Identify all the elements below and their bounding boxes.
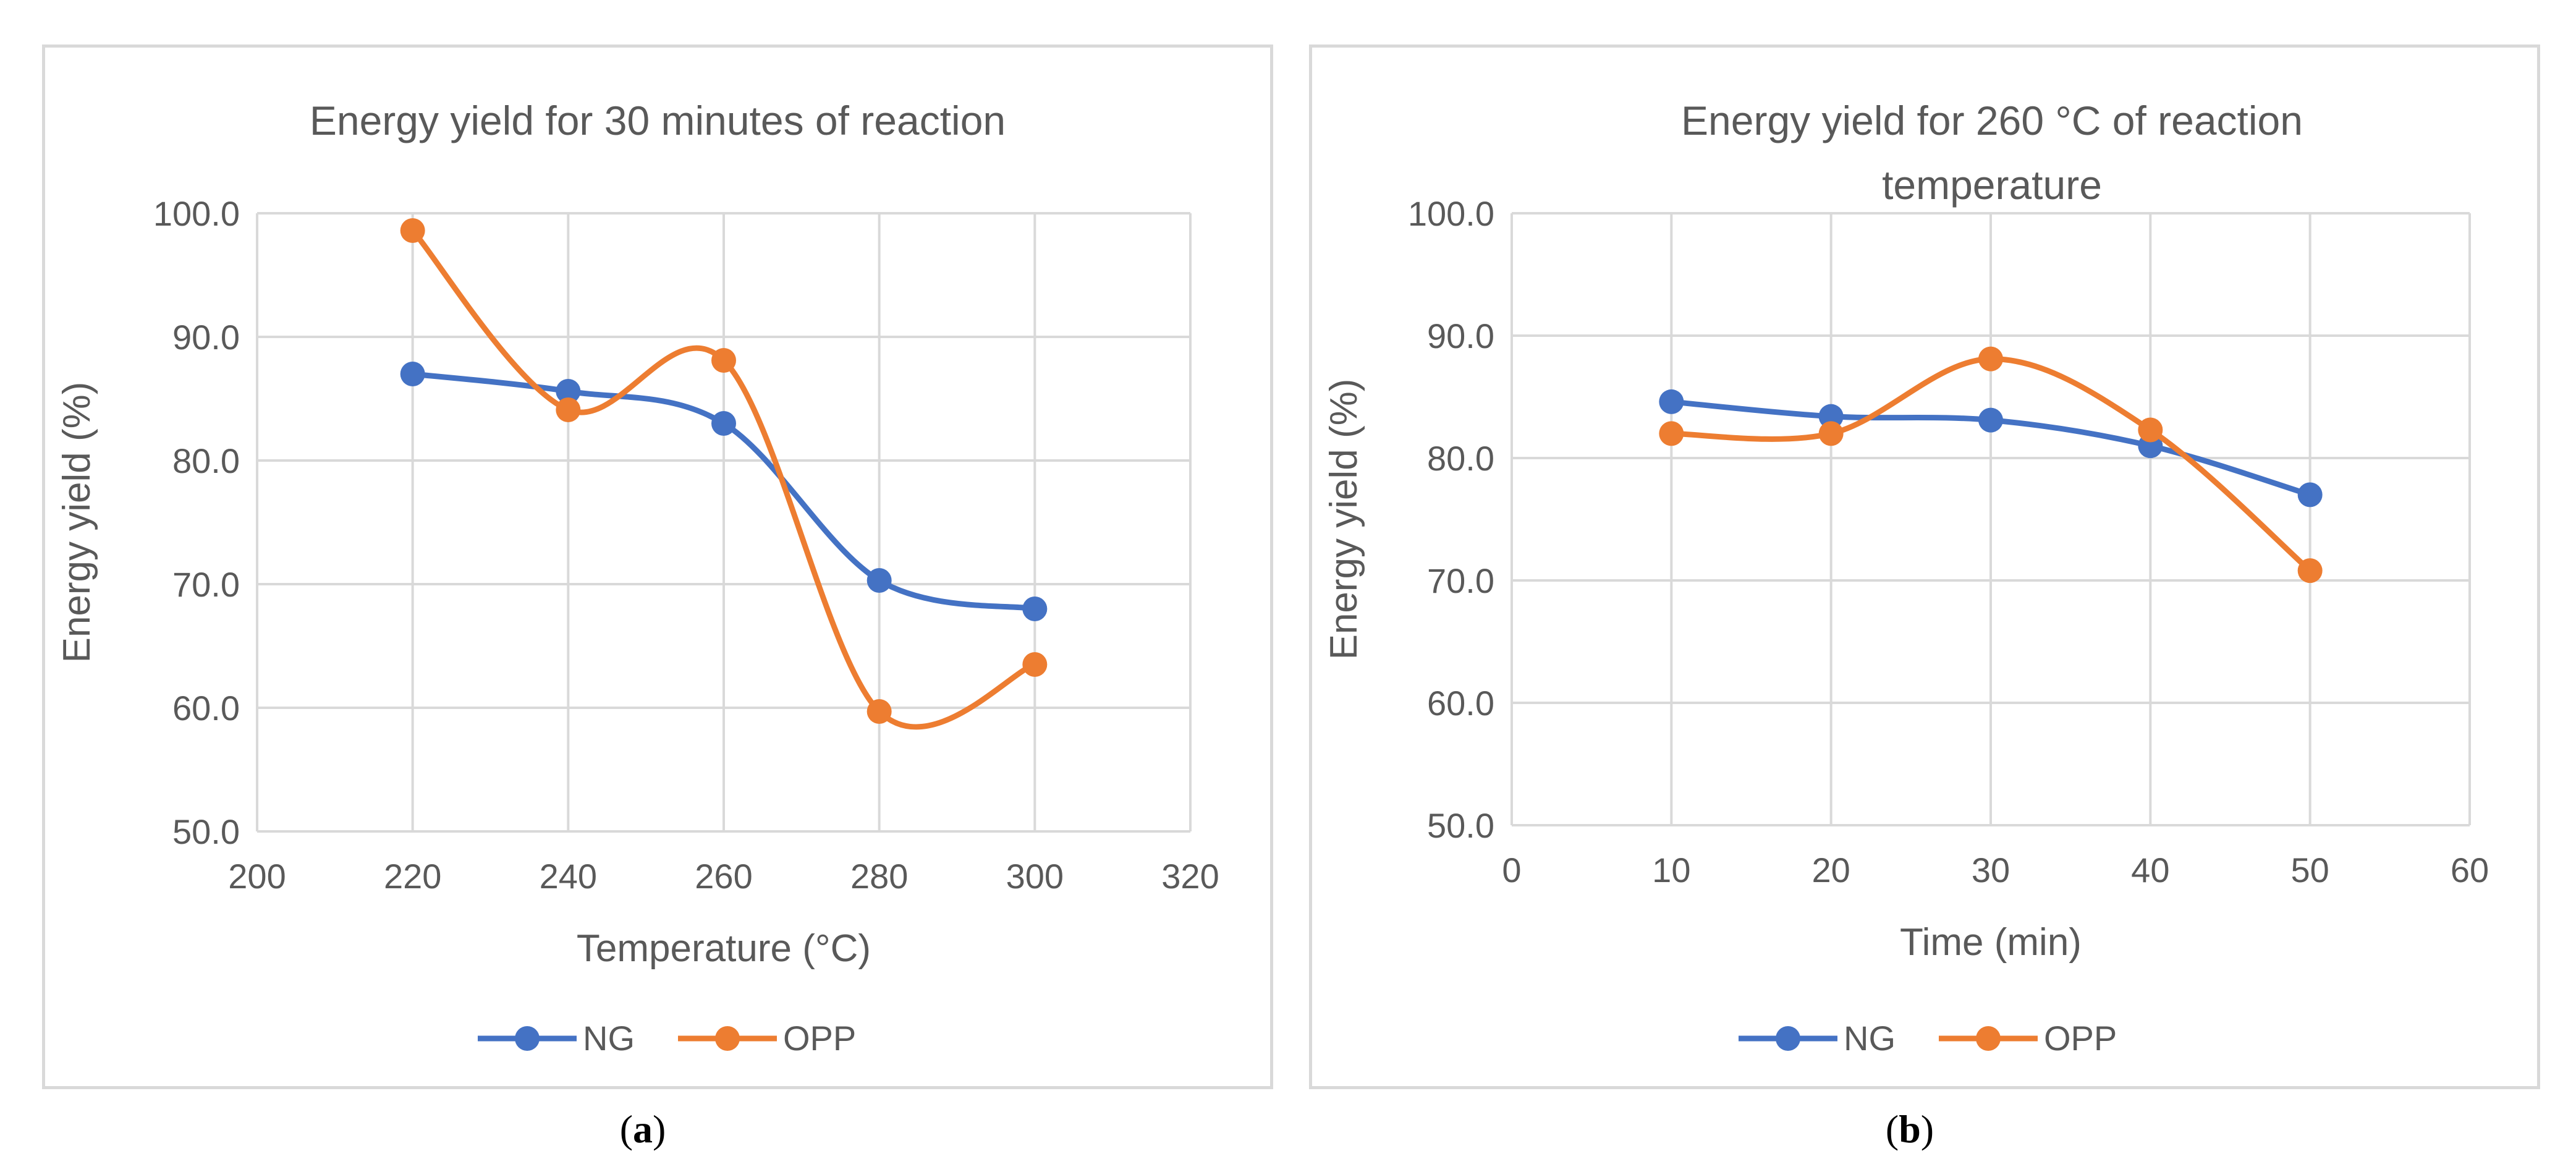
chart-a-svg: 50.0 60.0 70.0 80.0 90.0 100.0 200 220 240 260 280… <box>56 194 1219 970</box>
chart-b-series-opp-point <box>1659 421 1684 446</box>
chart-b-y-tick-label: 80.0 <box>1427 439 1494 478</box>
chart-b-series-ng-point <box>2297 482 2323 507</box>
chart-a-y-tick-label: 60.0 <box>172 689 240 728</box>
caption-b: (b) <box>1885 1107 1934 1151</box>
legend-item-opp: OPP <box>1939 1018 2117 1058</box>
chart-a-series-opp-point <box>1022 652 1048 677</box>
legend-item-opp: OPP <box>678 1018 856 1058</box>
chart-b-title-line1: Energy yield for 260 °C of reaction <box>1681 98 2303 143</box>
chart-a-y-tick-label: 80.0 <box>172 441 240 480</box>
chart-b-legend: NG OPP <box>1739 1018 2117 1058</box>
chart-b-series-opp-point <box>1978 346 2003 372</box>
chart-a-series-ng-point <box>1022 597 1048 621</box>
chart-a-x-tick-label: 280 <box>850 857 908 896</box>
chart-b-series-opp-point <box>2138 417 2163 443</box>
chart-a-x-tick-label: 240 <box>540 857 597 896</box>
chart-a-series-opp-point <box>400 218 425 243</box>
chart-b-svg: 50.0 60.0 70.0 80.0 90.0 100.0 0 10 20 30 40 50 60 Ti… <box>1323 194 2489 964</box>
chart-b-y-tick-label: 90.0 <box>1427 316 1494 355</box>
chart-b-x-tick-label: 40 <box>2131 851 2169 890</box>
chart-panel-a: 50.0 60.0 70.0 80.0 90.0 100.0 200 220 240 260 280… <box>42 45 1273 1089</box>
legend-ng-label: NG <box>583 1019 635 1058</box>
chart-b-y-tick-label: 50.0 <box>1427 806 1494 845</box>
chart-a-y-tick-label: 50.0 <box>172 812 240 851</box>
chart-b-x-tick-label: 20 <box>1812 851 1850 890</box>
legend-ng-marker <box>478 1026 577 1051</box>
chart-a-y-tick-label: 70.0 <box>172 565 240 604</box>
chart-b-x-tick-label: 10 <box>1652 851 1690 890</box>
caption-a: (a) <box>619 1107 666 1151</box>
chart-b-series-opp-point <box>1818 421 1844 446</box>
chart-a-series-ng-point <box>711 411 736 436</box>
legend-ng-label: NG <box>1844 1019 1896 1058</box>
chart-a-series-ng-point <box>400 362 425 386</box>
chart-b-x-axis-title: Time (min) <box>1900 921 2082 964</box>
chart-a-y-tick-label: 100.0 <box>153 194 240 233</box>
chart-panel-b: 50.0 60.0 70.0 80.0 90.0 100.0 0 10 20 30 40 50 60 Ti… <box>1309 45 2540 1089</box>
chart-b-title-line2: temperature <box>1882 162 2102 208</box>
chart-a-series-opp-point <box>556 397 581 422</box>
chart-b-x-tick-label: 50 <box>2291 851 2329 890</box>
legend-item-ng: NG <box>478 1018 635 1058</box>
legend-opp-marker <box>1939 1026 2038 1051</box>
chart-b-title: Energy yield for 260 °C of reaction temp… <box>1559 88 2425 217</box>
chart-a-y-axis-title: Energy yield (%) <box>56 382 98 663</box>
chart-b-series-ng-point <box>1818 404 1844 429</box>
chart-a-x-axis-title: Temperature (°C) <box>577 927 871 970</box>
chart-a-series-ng-point <box>866 568 892 593</box>
chart-b-y-tick-label: 100.0 <box>1408 194 1494 233</box>
chart-a-series-opp-point <box>866 699 892 724</box>
chart-b-series-ng-point <box>1978 407 2003 433</box>
chart-a-legend: NG OPP <box>478 1018 856 1058</box>
chart-a-x-tick-label: 320 <box>1161 857 1219 896</box>
chart-b-series-opp-point <box>2297 558 2323 584</box>
legend-item-ng: NG <box>1739 1018 1896 1058</box>
chart-a-series-opp-point <box>711 348 736 373</box>
chart-b-y-tick-label: 70.0 <box>1427 561 1494 600</box>
chart-a-series-ng-point <box>556 379 581 404</box>
chart-a-x-tick-label: 300 <box>1006 857 1064 896</box>
chart-b-y-tick-label: 60.0 <box>1427 684 1494 723</box>
chart-b-y-axis-title: Energy yield (%) <box>1323 379 1365 660</box>
chart-b-x-tick-label: 30 <box>1972 851 2010 890</box>
legend-opp-label: OPP <box>783 1019 857 1058</box>
chart-b-x-tick-label: 0 <box>1502 851 1521 890</box>
chart-a-x-tick-label: 200 <box>228 857 286 896</box>
chart-a-title: Energy yield for 30 minutes of reaction <box>309 98 1006 143</box>
chart-a-x-tick-label: 220 <box>384 857 441 896</box>
chart-b-x-tick-label: 60 <box>2451 851 2489 890</box>
legend-ng-marker <box>1739 1026 1837 1051</box>
chart-b-series-ng-point <box>1659 389 1684 414</box>
caption-a-letter: a <box>633 1107 653 1151</box>
legend-opp-marker <box>678 1026 777 1051</box>
chart-a-x-tick-label: 260 <box>695 857 752 896</box>
legend-opp-label: OPP <box>2044 1019 2117 1058</box>
caption-b-letter: b <box>1899 1107 1921 1151</box>
chart-a-y-tick-label: 90.0 <box>172 318 240 357</box>
